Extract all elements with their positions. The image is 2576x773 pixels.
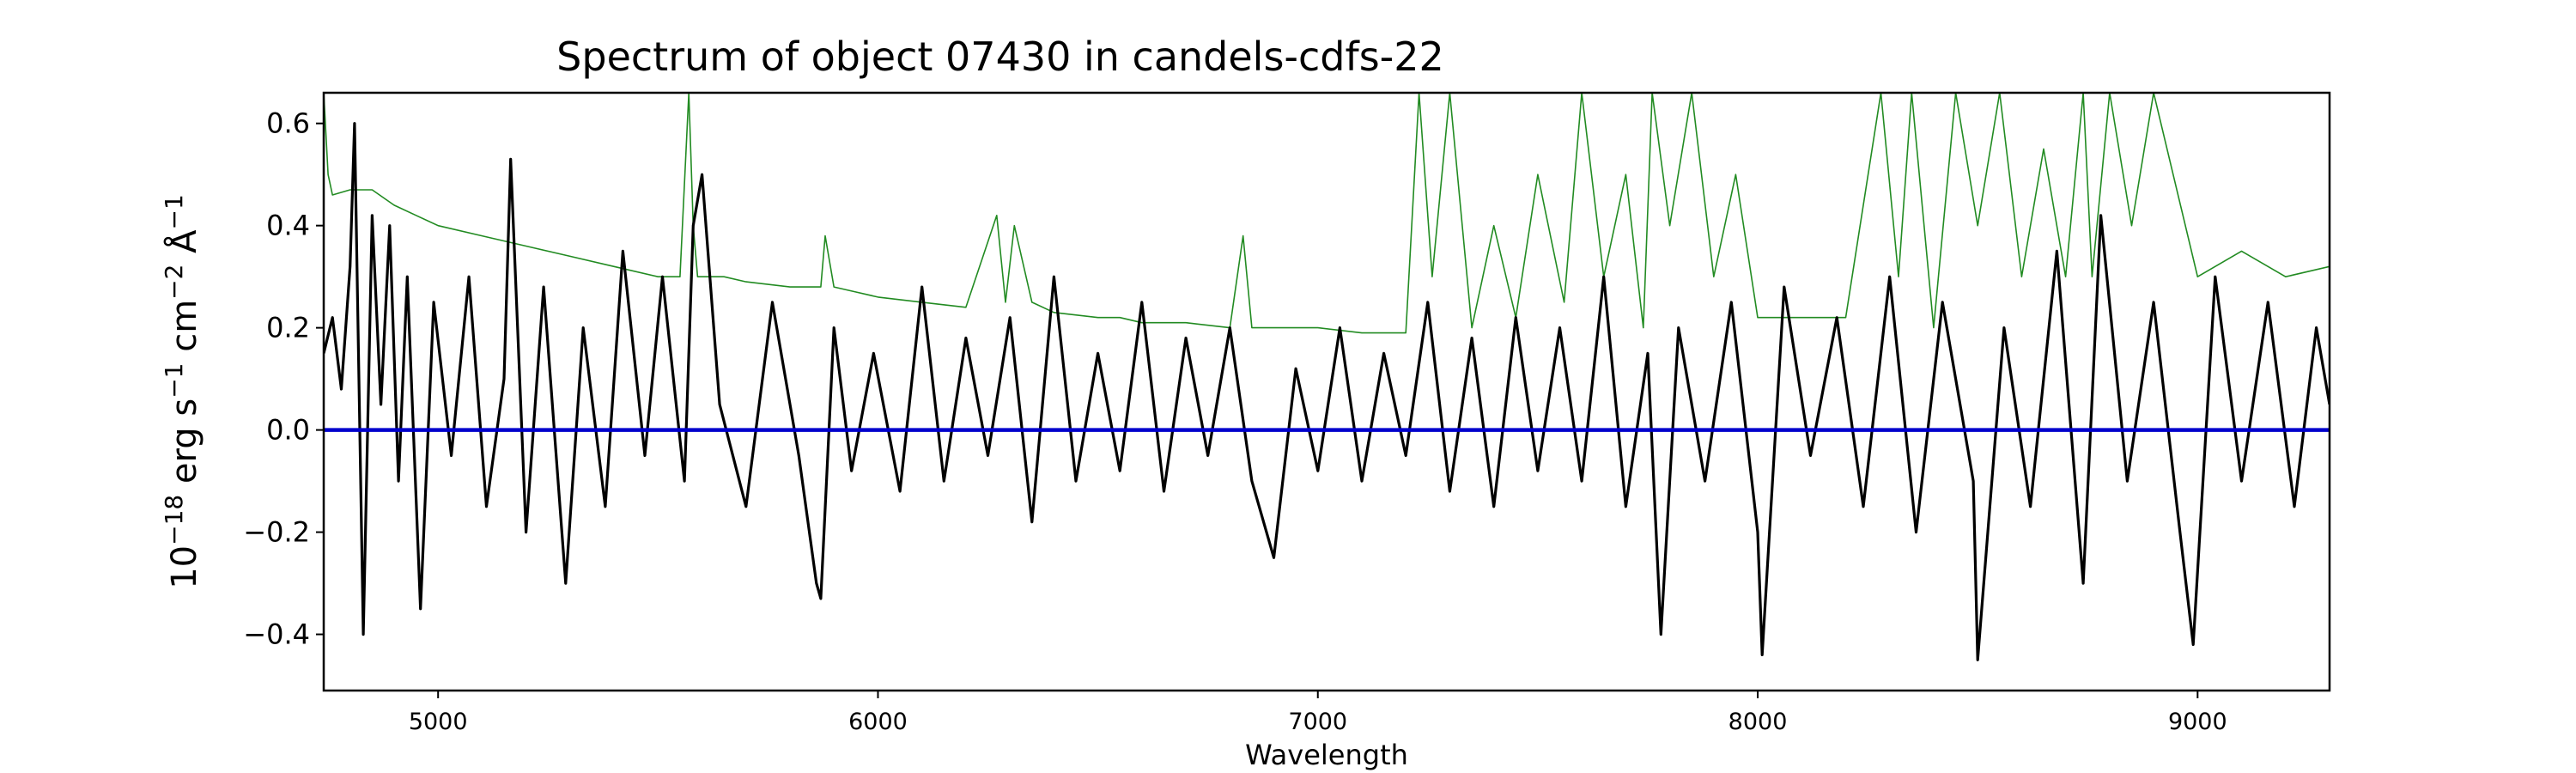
x-tick-label: 7000	[1288, 709, 1347, 735]
y-label-exponent: −1	[160, 363, 188, 399]
x-axis: 5000 6000 7000 8000 9000	[409, 691, 2227, 735]
y-label-exponent: −18	[160, 495, 188, 545]
y-label-text: Å	[163, 229, 204, 265]
y-axis-label: 10−18 erg s−1 cm−2 Å−1	[160, 194, 205, 589]
x-tick-label: 6000	[848, 709, 908, 735]
y-label-exponent: −2	[160, 265, 188, 300]
plot-area	[322, 91, 2331, 692]
y-label-text: cm	[165, 300, 204, 363]
y-tick-label: 0.6	[266, 107, 310, 140]
y-label-text: erg s	[165, 399, 204, 495]
chart-title: Spectrum of object 07430 in candels-cdfs…	[556, 33, 1444, 80]
x-tick-label: 5000	[409, 709, 468, 735]
noise-series-line	[324, 93, 2330, 334]
x-axis-label: Wavelength	[1245, 739, 1408, 771]
y-tick-label: 0.4	[266, 210, 310, 242]
x-tick-label: 8000	[1728, 709, 1788, 735]
plot-frame	[322, 91, 2331, 692]
y-tick-label: −0.2	[243, 516, 310, 549]
flux-series-line	[324, 122, 2330, 661]
y-tick-label: 0.2	[266, 312, 310, 344]
y-axis: −0.4 −0.2 0.0 0.2 0.4 0.6	[243, 107, 324, 651]
y-label-text: 10	[165, 545, 204, 589]
x-tick-label: 9000	[2168, 709, 2227, 735]
y-tick-label: −0.4	[243, 618, 310, 651]
y-label-exponent: −1	[160, 194, 188, 229]
y-tick-label: 0.0	[266, 414, 310, 447]
series-layer	[324, 93, 2330, 661]
